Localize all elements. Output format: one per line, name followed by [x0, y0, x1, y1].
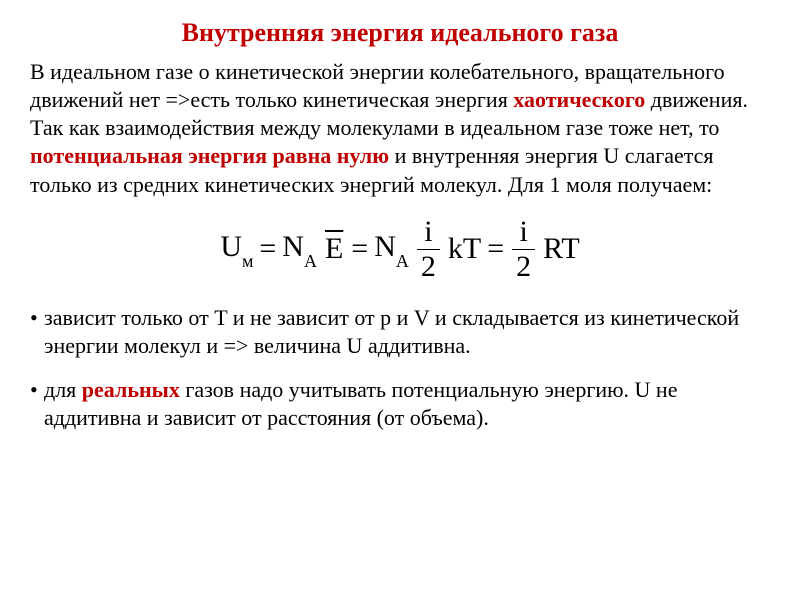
formula-eq-3: =	[487, 232, 504, 266]
intro-paragraph: В идеальном газе о кинетической энергии …	[30, 58, 770, 199]
formula-frac-2: i 2	[512, 217, 535, 282]
formula-eq-1: =	[259, 232, 276, 266]
page-title: Внутренняя энергия идеального газа	[30, 18, 770, 48]
bullet-1-text: зависит только от T и не зависит от p и …	[44, 305, 739, 358]
emph-potential-zero: потенциальная энергия равна нулю	[30, 143, 389, 168]
formula-U: Uм	[220, 230, 253, 268]
formula-NA-1: NA	[282, 230, 317, 268]
formula-RT: RT	[543, 232, 580, 266]
formula-NA-2: NA	[374, 230, 409, 268]
formula-frac-1: i 2	[417, 217, 440, 282]
formula-Ebar: E	[323, 232, 345, 266]
bullet-2: для реальных газов надо учитывать потенц…	[30, 376, 770, 432]
bullet-1: зависит только от T и не зависит от p и …	[30, 304, 770, 360]
formula-eq-2: =	[351, 232, 368, 266]
emph-real: реальных	[82, 377, 180, 402]
bullet-list: зависит только от T и не зависит от p и …	[30, 304, 770, 433]
emph-chaotic: хаотического	[513, 87, 645, 112]
formula: Uм = NA E = NA i 2 kT = i 2 RT	[30, 217, 770, 282]
bullet-2-text-1: для	[44, 377, 82, 402]
formula-kT: kT	[448, 232, 481, 266]
